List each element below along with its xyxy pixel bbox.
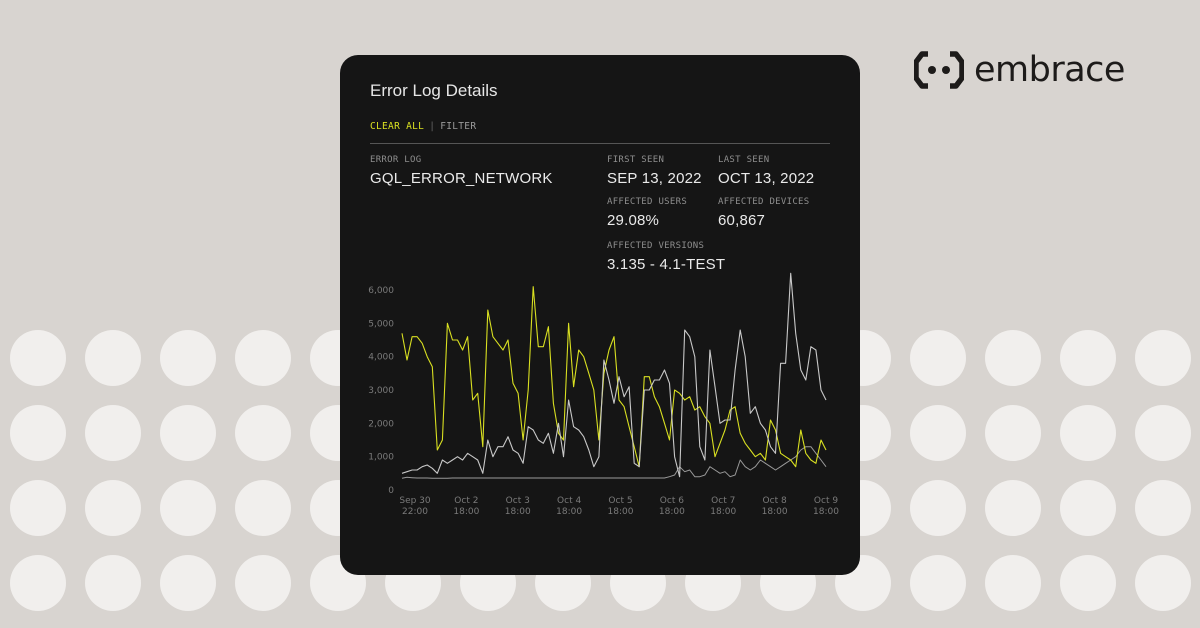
background-dot bbox=[910, 330, 966, 386]
field-affected-devices: AFFECTED DEVICES 60,867 bbox=[718, 197, 810, 229]
background-dot bbox=[10, 405, 66, 461]
series-line-3 bbox=[401, 446, 827, 479]
background-dot bbox=[10, 555, 66, 611]
filter-button[interactable]: FILTER bbox=[440, 121, 477, 132]
brand-name: embrace bbox=[974, 50, 1125, 90]
field-first-seen: FIRST SEEN SEP 13, 2022 bbox=[607, 155, 702, 187]
background-dot bbox=[85, 480, 141, 536]
affected-users-value: 29.08% bbox=[607, 212, 660, 229]
background-dot bbox=[985, 555, 1041, 611]
error-log-value: GQL_ERROR_NETWORK bbox=[370, 170, 553, 187]
card-actions: CLEAR ALL | FILTER bbox=[370, 121, 476, 132]
x-tick-label: Sep 30 22:00 bbox=[399, 496, 431, 517]
x-tick-label: Oct 2 18:00 bbox=[453, 496, 479, 517]
background-dot bbox=[910, 405, 966, 461]
x-tick-label: Oct 7 18:00 bbox=[710, 496, 736, 517]
error-log-card: Error Log Details CLEAR ALL | FILTER ERROR… bbox=[340, 55, 860, 575]
background-dot bbox=[235, 330, 291, 386]
affected-versions-label: AFFECTED VERSIONS bbox=[607, 241, 705, 251]
y-tick-label: 2,000 bbox=[368, 419, 394, 429]
action-separator: | bbox=[429, 121, 436, 132]
background-dot bbox=[85, 405, 141, 461]
x-tick-label: Oct 9 18:00 bbox=[813, 496, 839, 517]
background-dot bbox=[235, 480, 291, 536]
background-dot bbox=[1060, 480, 1116, 536]
last-seen-label: LAST SEEN bbox=[718, 155, 770, 165]
background-dot bbox=[160, 480, 216, 536]
background-dot bbox=[10, 330, 66, 386]
brand-logo: embrace bbox=[914, 48, 1125, 92]
y-tick-label: 6,000 bbox=[368, 286, 394, 296]
background-dot bbox=[10, 480, 66, 536]
background-dot bbox=[1060, 405, 1116, 461]
clear-all-button[interactable]: CLEAR ALL bbox=[370, 121, 425, 132]
series-line-1 bbox=[401, 286, 827, 468]
background-dot bbox=[85, 330, 141, 386]
affected-users-label: AFFECTED USERS bbox=[607, 197, 688, 207]
background-dot bbox=[235, 405, 291, 461]
y-tick-label: 3,000 bbox=[368, 386, 394, 396]
header-divider bbox=[370, 143, 830, 144]
background-dot bbox=[85, 555, 141, 611]
field-affected-users: AFFECTED USERS 29.08% bbox=[607, 197, 687, 229]
affected-versions-value: 3.135 - 4.1-TEST bbox=[607, 256, 726, 273]
background-dot bbox=[160, 555, 216, 611]
y-tick-label: 4,000 bbox=[368, 353, 394, 363]
y-tick-label: 1,000 bbox=[368, 453, 394, 463]
x-tick-label: Oct 5 18:00 bbox=[608, 496, 634, 517]
background-dot bbox=[1135, 405, 1191, 461]
affected-devices-label: AFFECTED DEVICES bbox=[718, 197, 810, 207]
background-dot bbox=[910, 555, 966, 611]
error-log-label: ERROR LOG bbox=[370, 155, 422, 165]
background-dot bbox=[160, 405, 216, 461]
background-dot bbox=[985, 480, 1041, 536]
embrace-logo-icon bbox=[914, 51, 964, 89]
field-error-log: ERROR LOG GQL_ERROR_NETWORK bbox=[370, 155, 553, 187]
first-seen-label: FIRST SEEN bbox=[607, 155, 665, 165]
first-seen-value: SEP 13, 2022 bbox=[607, 170, 702, 187]
x-tick-label: Oct 6 18:00 bbox=[659, 496, 685, 517]
background-dot bbox=[1135, 330, 1191, 386]
background-dot bbox=[985, 330, 1041, 386]
y-tick-label: 0 bbox=[388, 486, 394, 496]
background-dot bbox=[1135, 480, 1191, 536]
field-last-seen: LAST SEEN OCT 13, 2022 bbox=[718, 155, 814, 187]
background-dot bbox=[1060, 330, 1116, 386]
last-seen-value: OCT 13, 2022 bbox=[718, 170, 815, 187]
background-dot bbox=[985, 405, 1041, 461]
x-tick-label: Oct 3 18:00 bbox=[505, 496, 531, 517]
error-count-chart: 0 1,000 2,000 3,000 4,000 5,000 6,000 Sep 30 22:… bbox=[368, 272, 839, 517]
x-tick-label: Oct 4 18:00 bbox=[556, 496, 582, 517]
background-dot bbox=[160, 330, 216, 386]
background-dot bbox=[235, 555, 291, 611]
background-dot bbox=[1060, 555, 1116, 611]
field-affected-versions: AFFECTED VERSIONS 3.135 - 4.1-TEST bbox=[607, 241, 725, 273]
x-tick-label: Oct 8 18:00 bbox=[762, 496, 788, 517]
series-line-2 bbox=[401, 272, 827, 478]
background-dot bbox=[910, 480, 966, 536]
card-title: Error Log Details bbox=[370, 81, 498, 100]
y-tick-label: 5,000 bbox=[368, 319, 394, 329]
background-dot bbox=[1135, 555, 1191, 611]
affected-devices-value: 60,867 bbox=[718, 212, 766, 229]
